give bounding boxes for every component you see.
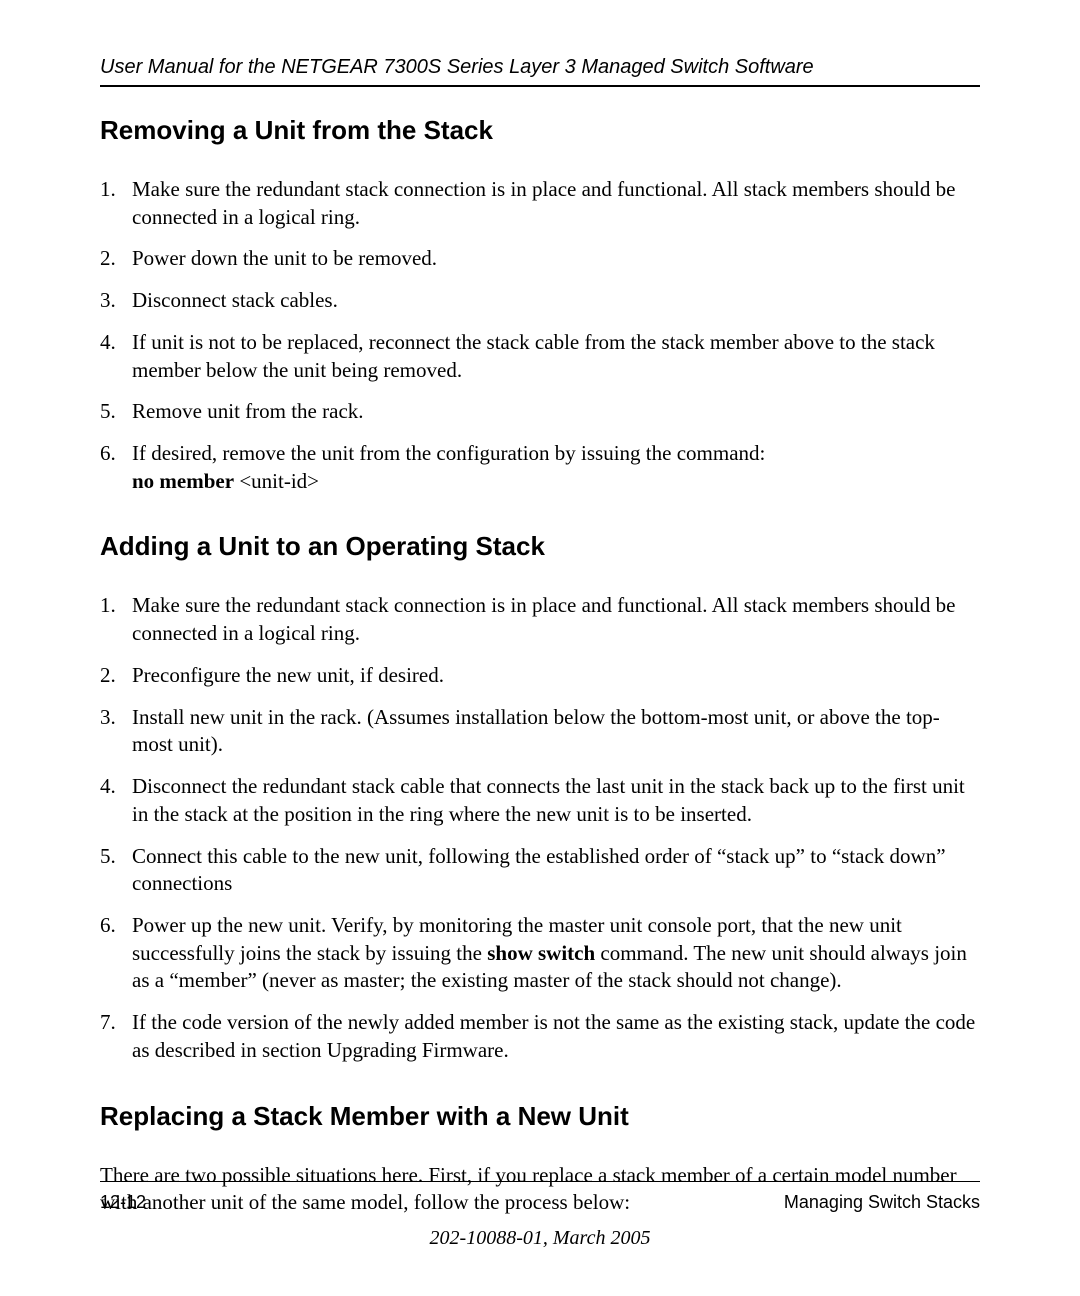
step-number: 3. bbox=[100, 704, 132, 732]
step-text: Connect this cable to the new unit, foll… bbox=[132, 843, 980, 898]
step-text: Install new unit in the rack. (Assumes i… bbox=[132, 704, 980, 759]
step-text: Remove unit from the rack. bbox=[132, 398, 980, 426]
step-text: Power up the new unit. Verify, by monito… bbox=[132, 912, 980, 995]
page: User Manual for the NETGEAR 7300S Series… bbox=[0, 0, 1080, 1296]
step-number: 5. bbox=[100, 398, 132, 426]
step-text: If unit is not to be replaced, reconnect… bbox=[132, 329, 980, 384]
heading-replacing-member: Replacing a Stack Member with a New Unit bbox=[100, 1101, 980, 1132]
step-text: Power down the unit to be removed. bbox=[132, 245, 980, 273]
heading-removing-unit: Removing a Unit from the Stack bbox=[100, 115, 980, 146]
steps-removing-unit: 1. Make sure the redundant stack connect… bbox=[100, 176, 980, 495]
step-number: 7. bbox=[100, 1009, 132, 1037]
heading-adding-unit: Adding a Unit to an Operating Stack bbox=[100, 531, 980, 562]
page-footer: 12-12 Managing Switch Stacks 202-10088-0… bbox=[100, 1181, 980, 1250]
chapter-title: Managing Switch Stacks bbox=[784, 1192, 980, 1213]
list-item: 2. Preconfigure the new unit, if desired… bbox=[100, 662, 980, 690]
steps-adding-unit: 1. Make sure the redundant stack connect… bbox=[100, 592, 980, 1064]
step-number: 5. bbox=[100, 843, 132, 871]
list-item: 4. If unit is not to be replaced, reconn… bbox=[100, 329, 980, 384]
step-text: If the code version of the newly added m… bbox=[132, 1009, 980, 1064]
step-number: 6. bbox=[100, 912, 132, 940]
command-bold: show switch bbox=[487, 941, 595, 965]
footer-rule bbox=[100, 1181, 980, 1182]
list-item: 7. If the code version of the newly adde… bbox=[100, 1009, 980, 1064]
command-bold: no member bbox=[132, 469, 234, 493]
list-item: 6. If desired, remove the unit from the … bbox=[100, 440, 980, 495]
step-number: 4. bbox=[100, 773, 132, 801]
running-header: User Manual for the NETGEAR 7300S Series… bbox=[100, 56, 980, 79]
step-number: 3. bbox=[100, 287, 132, 315]
list-item: 1. Make sure the redundant stack connect… bbox=[100, 592, 980, 647]
list-item: 2. Power down the unit to be removed. bbox=[100, 245, 980, 273]
command-arg: <unit-id> bbox=[234, 469, 319, 493]
list-item: 5. Connect this cable to the new unit, f… bbox=[100, 843, 980, 898]
step-text: Make sure the redundant stack connection… bbox=[132, 176, 980, 231]
step-number: 2. bbox=[100, 245, 132, 273]
list-item: 5. Remove unit from the rack. bbox=[100, 398, 980, 426]
step-text-line: If desired, remove the unit from the con… bbox=[132, 441, 765, 465]
step-text: Preconfigure the new unit, if desired. bbox=[132, 662, 980, 690]
step-number: 1. bbox=[100, 592, 132, 620]
page-number: 12-12 bbox=[100, 1192, 146, 1213]
step-text: Make sure the redundant stack connection… bbox=[132, 592, 980, 647]
footer-row: 12-12 Managing Switch Stacks bbox=[100, 1192, 980, 1213]
list-item: 3. Disconnect stack cables. bbox=[100, 287, 980, 315]
step-number: 2. bbox=[100, 662, 132, 690]
list-item: 4. Disconnect the redundant stack cable … bbox=[100, 773, 980, 828]
list-item: 6. Power up the new unit. Verify, by mon… bbox=[100, 912, 980, 995]
step-number: 4. bbox=[100, 329, 132, 357]
list-item: 1. Make sure the redundant stack connect… bbox=[100, 176, 980, 231]
step-number: 6. bbox=[100, 440, 132, 468]
step-text: If desired, remove the unit from the con… bbox=[132, 440, 980, 495]
list-item: 3. Install new unit in the rack. (Assume… bbox=[100, 704, 980, 759]
step-text: Disconnect the redundant stack cable tha… bbox=[132, 773, 980, 828]
step-text: Disconnect stack cables. bbox=[132, 287, 980, 315]
header-rule bbox=[100, 85, 980, 87]
doc-stamp: 202-10088-01, March 2005 bbox=[100, 1227, 980, 1250]
step-number: 1. bbox=[100, 176, 132, 204]
